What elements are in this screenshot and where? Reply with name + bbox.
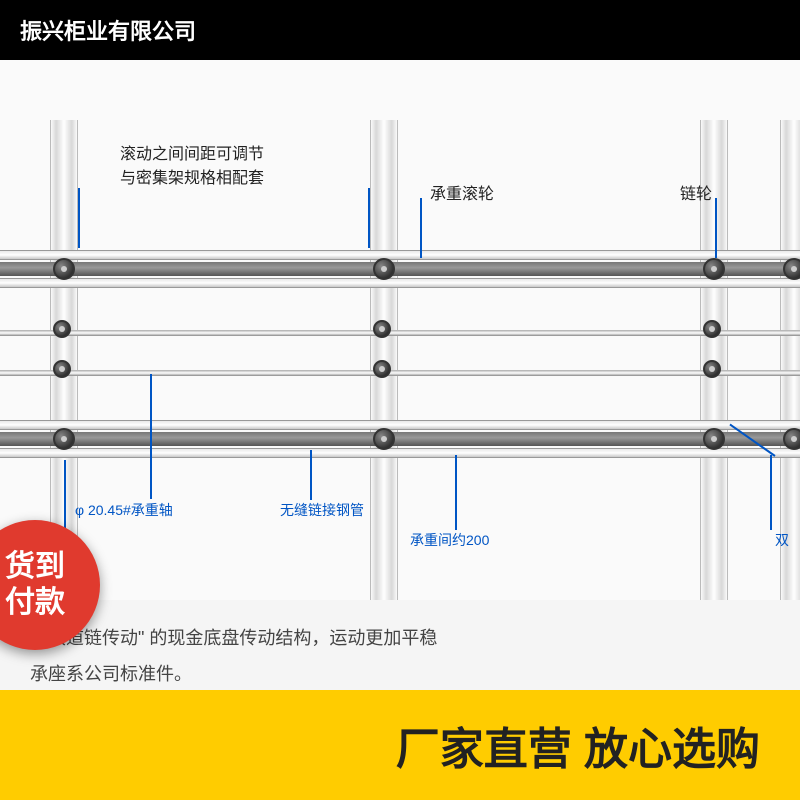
description-line2: 承座系公司标准件。 — [30, 656, 770, 692]
top-rail-upper — [0, 250, 800, 260]
leader-line — [420, 198, 422, 258]
top-rail-dark — [0, 262, 800, 276]
roller-icon — [53, 258, 75, 280]
seamless-pipe-label: 无缝链接钢管 — [280, 500, 364, 520]
roller-icon — [53, 360, 71, 378]
load-spacing-label: 承重间约200 — [410, 530, 489, 550]
bottom-rail-upper — [0, 420, 800, 430]
shaft-spec-label: φ 20.45#承重轴 — [75, 500, 173, 520]
roller-icon — [373, 258, 395, 280]
sprocket-label: 链轮 — [680, 180, 712, 204]
footer-slogan: 厂家直营 放心选购 — [396, 713, 760, 777]
leader-line — [310, 450, 312, 500]
roller-icon — [703, 360, 721, 378]
footer-banner: 厂家直营 放心选购 — [0, 690, 800, 800]
bottom-rail-dark — [0, 432, 800, 446]
roller-icon — [783, 258, 800, 280]
adjustable-note-line1: 滚动之间间距可调节 — [120, 140, 264, 164]
dim-line — [78, 188, 80, 248]
roller-icon — [783, 428, 800, 450]
badge-red-line2: 付款 — [5, 585, 65, 621]
roller-icon — [703, 258, 725, 280]
description-line1: ，双道链传动" 的现金底盘传动结构，运动更加平稳 — [30, 620, 770, 656]
middle-shaft — [0, 370, 800, 376]
header-bar: 振兴柜业有限公司 — [0, 0, 800, 60]
roller-icon — [373, 428, 395, 450]
roller-icon — [703, 428, 725, 450]
dim-line — [368, 188, 370, 248]
roller-icon — [373, 360, 391, 378]
vertical-rail — [780, 120, 800, 600]
diagram-area: 滚动之间间距可调节 与密集架规格相配套 承重滚轮 链轮 φ 20.45#承重轴 … — [0, 60, 800, 600]
badge-red-line1: 货到 — [5, 549, 65, 585]
top-rail-lower — [0, 278, 800, 288]
leader-line — [715, 198, 717, 258]
roller-icon — [53, 320, 71, 338]
roller-icon — [373, 320, 391, 338]
middle-shaft — [0, 330, 800, 336]
bottom-rail-lower — [0, 448, 800, 458]
leader-line — [150, 374, 152, 499]
double-label: 双 — [775, 530, 789, 550]
company-name: 振兴柜业有限公司 — [20, 14, 196, 46]
roller-icon — [53, 428, 75, 450]
load-roller-label: 承重滚轮 — [430, 180, 494, 204]
adjustable-note-line2: 与密集架规格相配套 — [120, 164, 264, 188]
leader-line — [455, 455, 457, 530]
leader-line — [770, 455, 772, 530]
roller-icon — [703, 320, 721, 338]
